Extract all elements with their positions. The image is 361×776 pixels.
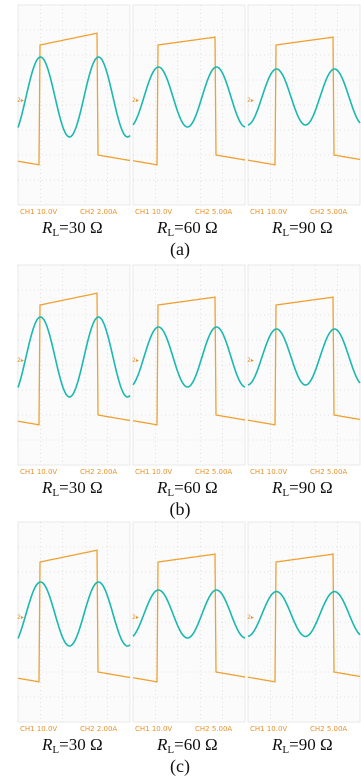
load-value: =90 Ω [289,478,332,497]
load-label: RL=90 Ω [271,218,333,239]
ch1-scale: CH1 10.0V [135,468,172,476]
load-label: RL=30 Ω [41,218,103,239]
load-value: =90 Ω [289,218,332,237]
load-label: RL=60 Ω [156,218,218,239]
ch2-scale: CH2 5.00A [310,725,347,733]
ch1-scale: CH1 10.0V [135,725,172,733]
load-value: =30 Ω [59,218,102,237]
ch2-scale: CH2 2.00A [80,468,117,476]
ch2-scale: CH2 5.00A [310,468,347,476]
ch1-scale: CH1 10.0V [250,725,287,733]
subfigure-label: (b) [170,499,191,520]
ch1-scale: CH1 10.0V [250,208,287,216]
subfigure-label: (a) [170,239,190,260]
subfigure-label: (c) [170,756,190,776]
load-label: RL=60 Ω [156,735,218,756]
load-label: RL=60 Ω [156,478,218,499]
ch1-scale: CH1 10.0V [20,725,57,733]
channel-marker: 2▸ [247,357,254,364]
load-symbol: R [41,478,53,497]
load-value: =60 Ω [174,218,217,237]
ch2-scale: CH2 5.00A [310,208,347,216]
figure: 2▸ CH1 10.0V CH2 2.00A RL=30 Ω 2▸ CH1 10.0V CH… [0,0,361,776]
ch2-scale: CH2 5.00A [195,725,232,733]
load-symbol: R [156,478,168,497]
load-label: RL=90 Ω [271,478,333,499]
channel-marker: 2▸ [17,614,24,621]
load-symbol: R [41,735,53,754]
channel-marker: 2▸ [247,97,254,104]
ch2-scale: CH2 5.00A [195,468,232,476]
ch1-scale: CH1 10.0V [20,468,57,476]
ch2-scale: CH2 2.00A [80,208,117,216]
channel-marker: 2▸ [247,614,254,621]
channel-marker: 2▸ [132,357,139,364]
load-label: RL=30 Ω [41,735,103,756]
ch1-scale: CH1 10.0V [135,208,172,216]
load-symbol: R [271,218,283,237]
load-symbol: R [41,218,53,237]
channel-marker: 2▸ [132,614,139,621]
load-value: =30 Ω [59,478,102,497]
load-label: RL=90 Ω [271,735,333,756]
channel-marker: 2▸ [132,97,139,104]
load-symbol: R [271,478,283,497]
ch2-scale: CH2 2.00A [80,725,117,733]
channel-marker: 2▸ [17,97,24,104]
load-label: RL=30 Ω [41,478,103,499]
load-symbol: R [156,218,168,237]
channel-marker: 2▸ [17,357,24,364]
load-value: =60 Ω [174,735,217,754]
load-value: =90 Ω [289,735,332,754]
load-symbol: R [271,735,283,754]
load-symbol: R [156,735,168,754]
load-value: =60 Ω [174,478,217,497]
load-value: =30 Ω [59,735,102,754]
ch1-scale: CH1 10.0V [250,468,287,476]
ch1-scale: CH1 10.0V [20,208,57,216]
ch2-scale: CH2 5.00A [195,208,232,216]
